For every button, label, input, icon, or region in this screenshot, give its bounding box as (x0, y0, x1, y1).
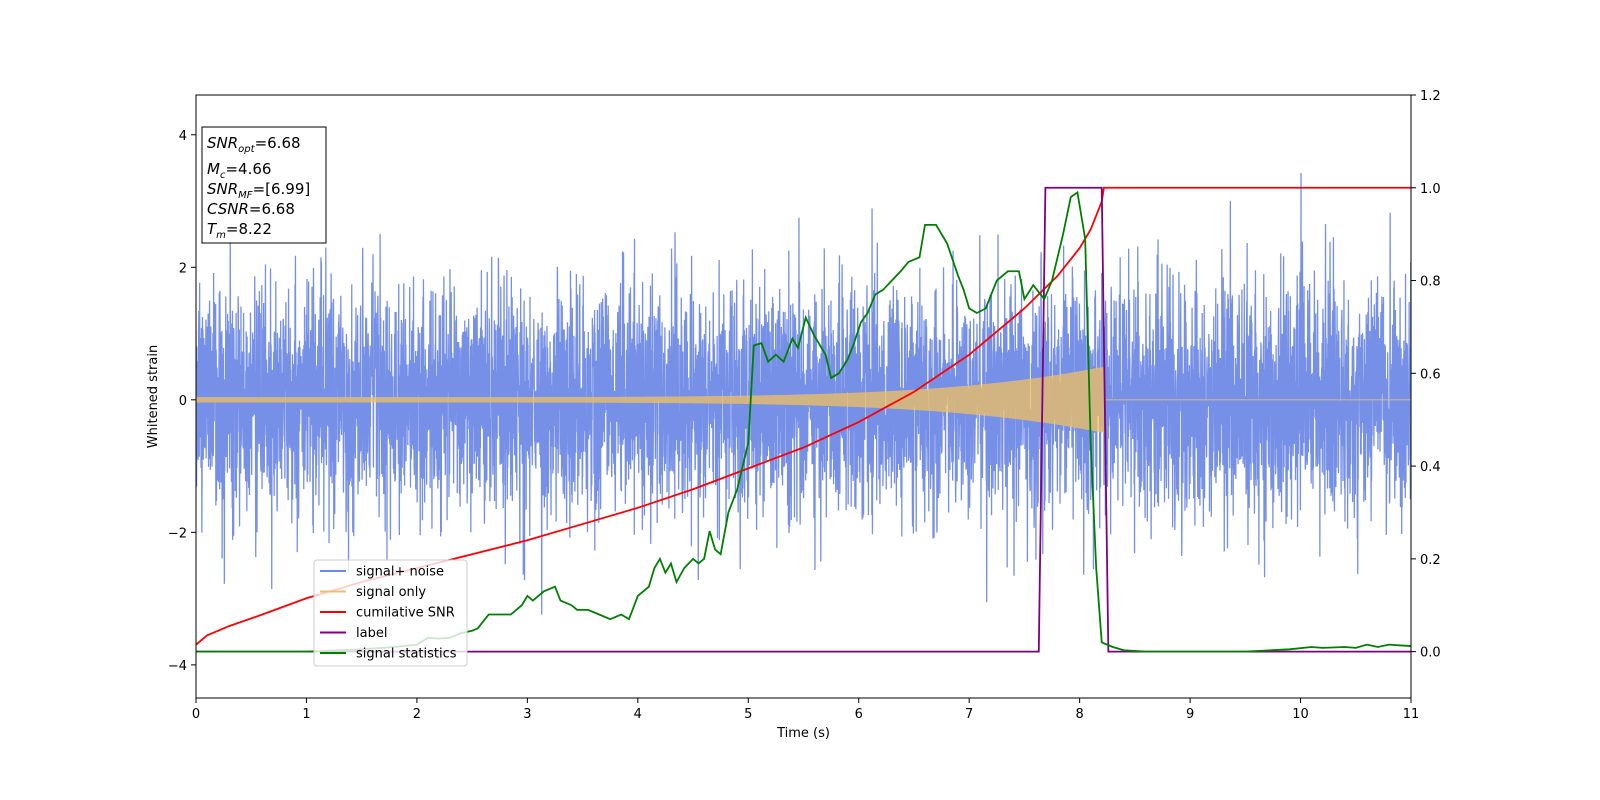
y-left-tick-label: 4 (179, 129, 187, 144)
series-signal-noise-line (196, 173, 1411, 615)
legend-entry-label: signal+ noise (356, 565, 444, 580)
y-axis-left: −4 −2 0 2 4 (168, 129, 196, 674)
y-right-tick-label: 0.2 (1420, 553, 1441, 568)
x-tick-label: 9 (1186, 707, 1194, 722)
x-tick-label: 3 (523, 707, 531, 722)
x-axis-label: Time (s) (776, 726, 830, 741)
y-left-tick-label: 2 (179, 261, 187, 276)
x-tick-label: 4 (634, 707, 642, 722)
legend-entry-label: cumilative SNR (356, 606, 455, 621)
series-signal-statistics-line (196, 190, 1411, 653)
info-box-line: CSNR=6.68 (207, 200, 295, 218)
x-tick-label: 6 (855, 707, 863, 722)
legend-entry-label: signal only (356, 585, 426, 600)
legend-frame (313, 559, 468, 667)
x-tick-label: 11 (1403, 707, 1420, 722)
series-signal-only-line (196, 366, 1411, 433)
info-box-line: SNRopt=6.68 (207, 134, 301, 155)
series-layer (196, 173, 1411, 653)
y-left-tick-label: 0 (179, 394, 187, 409)
x-tick-label: 10 (1292, 707, 1309, 722)
y-axis-label: Whitened strain (146, 345, 161, 448)
legend-entry-label: signal statistics (356, 647, 457, 662)
x-tick-label: 1 (302, 707, 310, 722)
y-right-tick-label: 1.2 (1420, 89, 1441, 104)
info-box-line: Mc=4.66 (207, 160, 271, 181)
legend-entry-label: label (356, 626, 387, 641)
y-axis-right: 0.0 0.2 0.4 0.6 0.8 1.0 1.2 (1411, 89, 1441, 661)
info-box-frame (201, 126, 327, 244)
y-right-tick-label: 1.0 (1420, 182, 1441, 197)
legend: signal+ noise signal only cumilative SNR la… (313, 559, 468, 667)
y-left-tick-label: −4 (168, 659, 187, 674)
x-tick-label: 2 (413, 707, 421, 722)
x-tick-label: 7 (965, 707, 973, 722)
info-box-line: SNRMF=[6.99] (207, 180, 310, 201)
x-tick-label: 5 (744, 707, 752, 722)
series-cumilative-snr-line (196, 186, 1411, 646)
y-right-tick-label: 0.8 (1420, 275, 1441, 290)
info-box-line: Tm=8.22 (207, 220, 272, 241)
y-right-tick-label: 0.4 (1420, 460, 1441, 475)
y-left-tick-label: −2 (168, 526, 187, 541)
x-axis: 0 1 2 3 4 5 6 7 8 9 10 11 (192, 698, 1419, 722)
x-tick-label: 8 (1075, 707, 1083, 722)
plot-frame (195, 94, 1412, 699)
x-tick-label: 0 (192, 707, 200, 722)
y-right-tick-label: 0.0 (1420, 646, 1441, 661)
y-right-tick-label: 0.6 (1420, 367, 1441, 382)
